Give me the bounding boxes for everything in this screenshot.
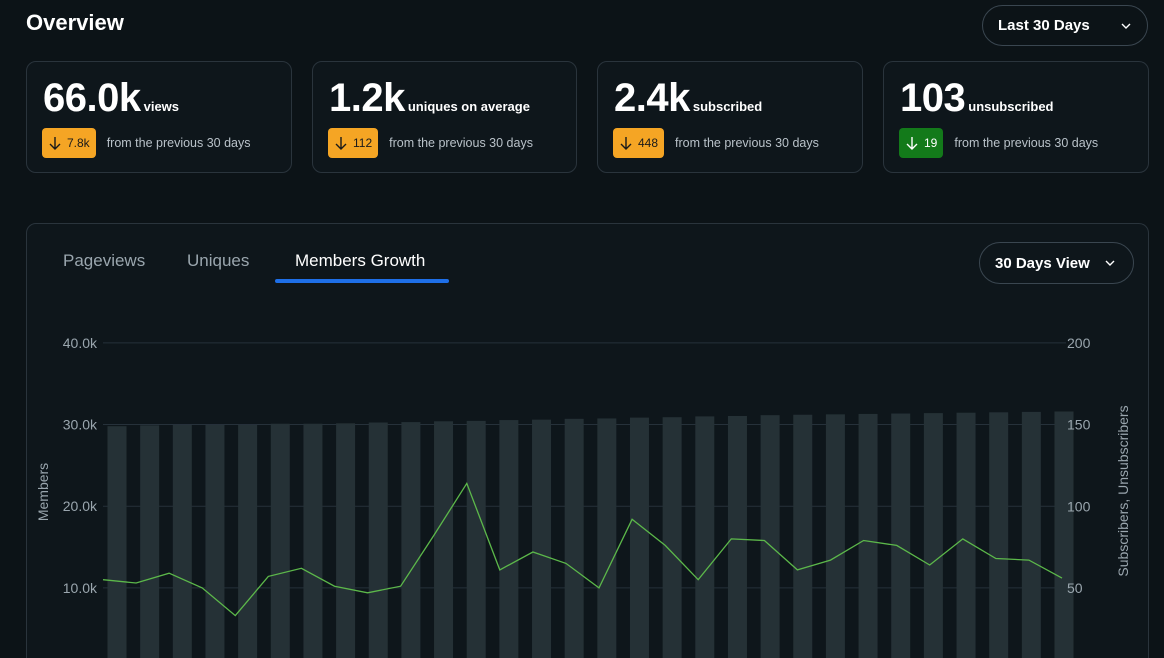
stat-card-unsubscribed: 103 unsubscribed 19 from the previous 30 … [883, 61, 1149, 173]
date-range-label: Last 30 Days [998, 17, 1090, 34]
members-bar [466, 420, 486, 658]
members-bar [172, 424, 192, 658]
arrow-down-icon [906, 137, 918, 150]
delta-note: from the previous 30 days [675, 136, 819, 150]
delta-value: 19 [924, 136, 938, 150]
tab-members-growth[interactable]: Members Growth [295, 251, 426, 270]
stat-delta-row: 448 from the previous 30 days [613, 128, 819, 158]
members-bar [956, 412, 976, 658]
y-tick-label: 30.0k [63, 417, 98, 433]
members-bar [205, 424, 225, 658]
delta-badge: 7.8k [42, 128, 96, 158]
view-range-label: 30 Days View [995, 254, 1090, 272]
members-bar [629, 417, 649, 658]
tab-uniques[interactable]: Uniques [187, 251, 250, 270]
y-tick-label: 10.0k [63, 580, 98, 596]
stat-value: 2.4k subscribed [614, 76, 763, 120]
members-bar [532, 419, 552, 658]
members-bar [434, 421, 454, 658]
delta-value: 112 [353, 136, 373, 150]
arrow-down-icon [49, 137, 61, 150]
members-bar [336, 423, 356, 658]
members-bar [923, 413, 943, 658]
delta-badge: 112 [328, 128, 379, 158]
members-bar [499, 420, 519, 658]
y2-tick-label: 100 [1067, 498, 1091, 514]
arrow-down-icon [335, 137, 347, 150]
members-bar [1021, 411, 1041, 658]
stat-value: 103 unsubscribed [900, 76, 1054, 120]
stat-card-views: 66.0k views 7.8k from the previous 30 day… [26, 61, 292, 173]
members-bar [793, 414, 813, 658]
arrow-down-icon [620, 137, 632, 150]
members-bar [989, 412, 1009, 658]
y2-tick-label: 200 [1067, 335, 1091, 351]
stat-unit: uniques on average [407, 99, 530, 114]
members-bar [238, 424, 258, 658]
stat-unit: views [143, 99, 180, 114]
stat-card-uniques: 1.2k uniques on average 112 from the prev… [312, 61, 577, 173]
chevron-down-icon [1121, 23, 1131, 29]
stat-delta-row: 7.8k from the previous 30 days [42, 128, 251, 158]
members-bar [303, 423, 323, 658]
delta-badge: 19 [899, 128, 944, 158]
y2-axis-title: Subscribers, Unsubscribers [1115, 405, 1131, 576]
stat-delta-row: 112 from the previous 30 days [328, 128, 533, 158]
members-bar [891, 413, 911, 658]
members-bar [662, 417, 682, 658]
members-bar [1054, 411, 1074, 658]
stat-value: 66.0k views [43, 76, 180, 120]
delta-badge: 448 [613, 128, 665, 158]
members-bar [825, 414, 845, 658]
stat-card-subscribed: 2.4k subscribed 448 from the previous 30 … [597, 61, 863, 173]
date-range-dropdown[interactable]: Last 30 Days [982, 5, 1148, 46]
stat-unit: unsubscribed [968, 99, 1054, 114]
subscribers-line [102, 481, 1063, 617]
chevron-down-icon [1105, 260, 1115, 266]
members-bar [368, 422, 388, 658]
y-tick-label: 20.0k [63, 498, 98, 514]
members-bar [564, 418, 584, 658]
members-bar [695, 416, 715, 658]
members-bar [597, 418, 617, 658]
members-bar [760, 415, 780, 658]
view-range-dropdown[interactable]: 30 Days View [979, 242, 1134, 284]
active-tab-indicator [275, 279, 449, 283]
members-bar [270, 423, 290, 658]
delta-note: from the previous 30 days [389, 136, 533, 150]
stat-value: 1.2k uniques on average [329, 76, 530, 120]
members-bar [107, 426, 127, 658]
page-title: Overview [26, 10, 124, 35]
members-bar [140, 425, 160, 658]
members-bar [727, 415, 747, 658]
delta-value: 7.8k [67, 136, 90, 150]
y-axis-title: Members [35, 463, 51, 521]
members-bar [401, 422, 421, 658]
stat-delta-row: 19 from the previous 30 days [899, 128, 1098, 158]
y-tick-label: 40.0k [63, 335, 98, 351]
y2-tick-label: 50 [1067, 580, 1083, 596]
stat-unit: subscribed [692, 99, 763, 114]
tab-pageviews[interactable]: Pageviews [63, 251, 146, 270]
delta-value: 448 [638, 136, 659, 150]
members-bar [858, 413, 878, 658]
y2-tick-label: 150 [1067, 417, 1091, 433]
delta-note: from the previous 30 days [954, 136, 1099, 150]
delta-note: from the previous 30 days [106, 136, 251, 150]
